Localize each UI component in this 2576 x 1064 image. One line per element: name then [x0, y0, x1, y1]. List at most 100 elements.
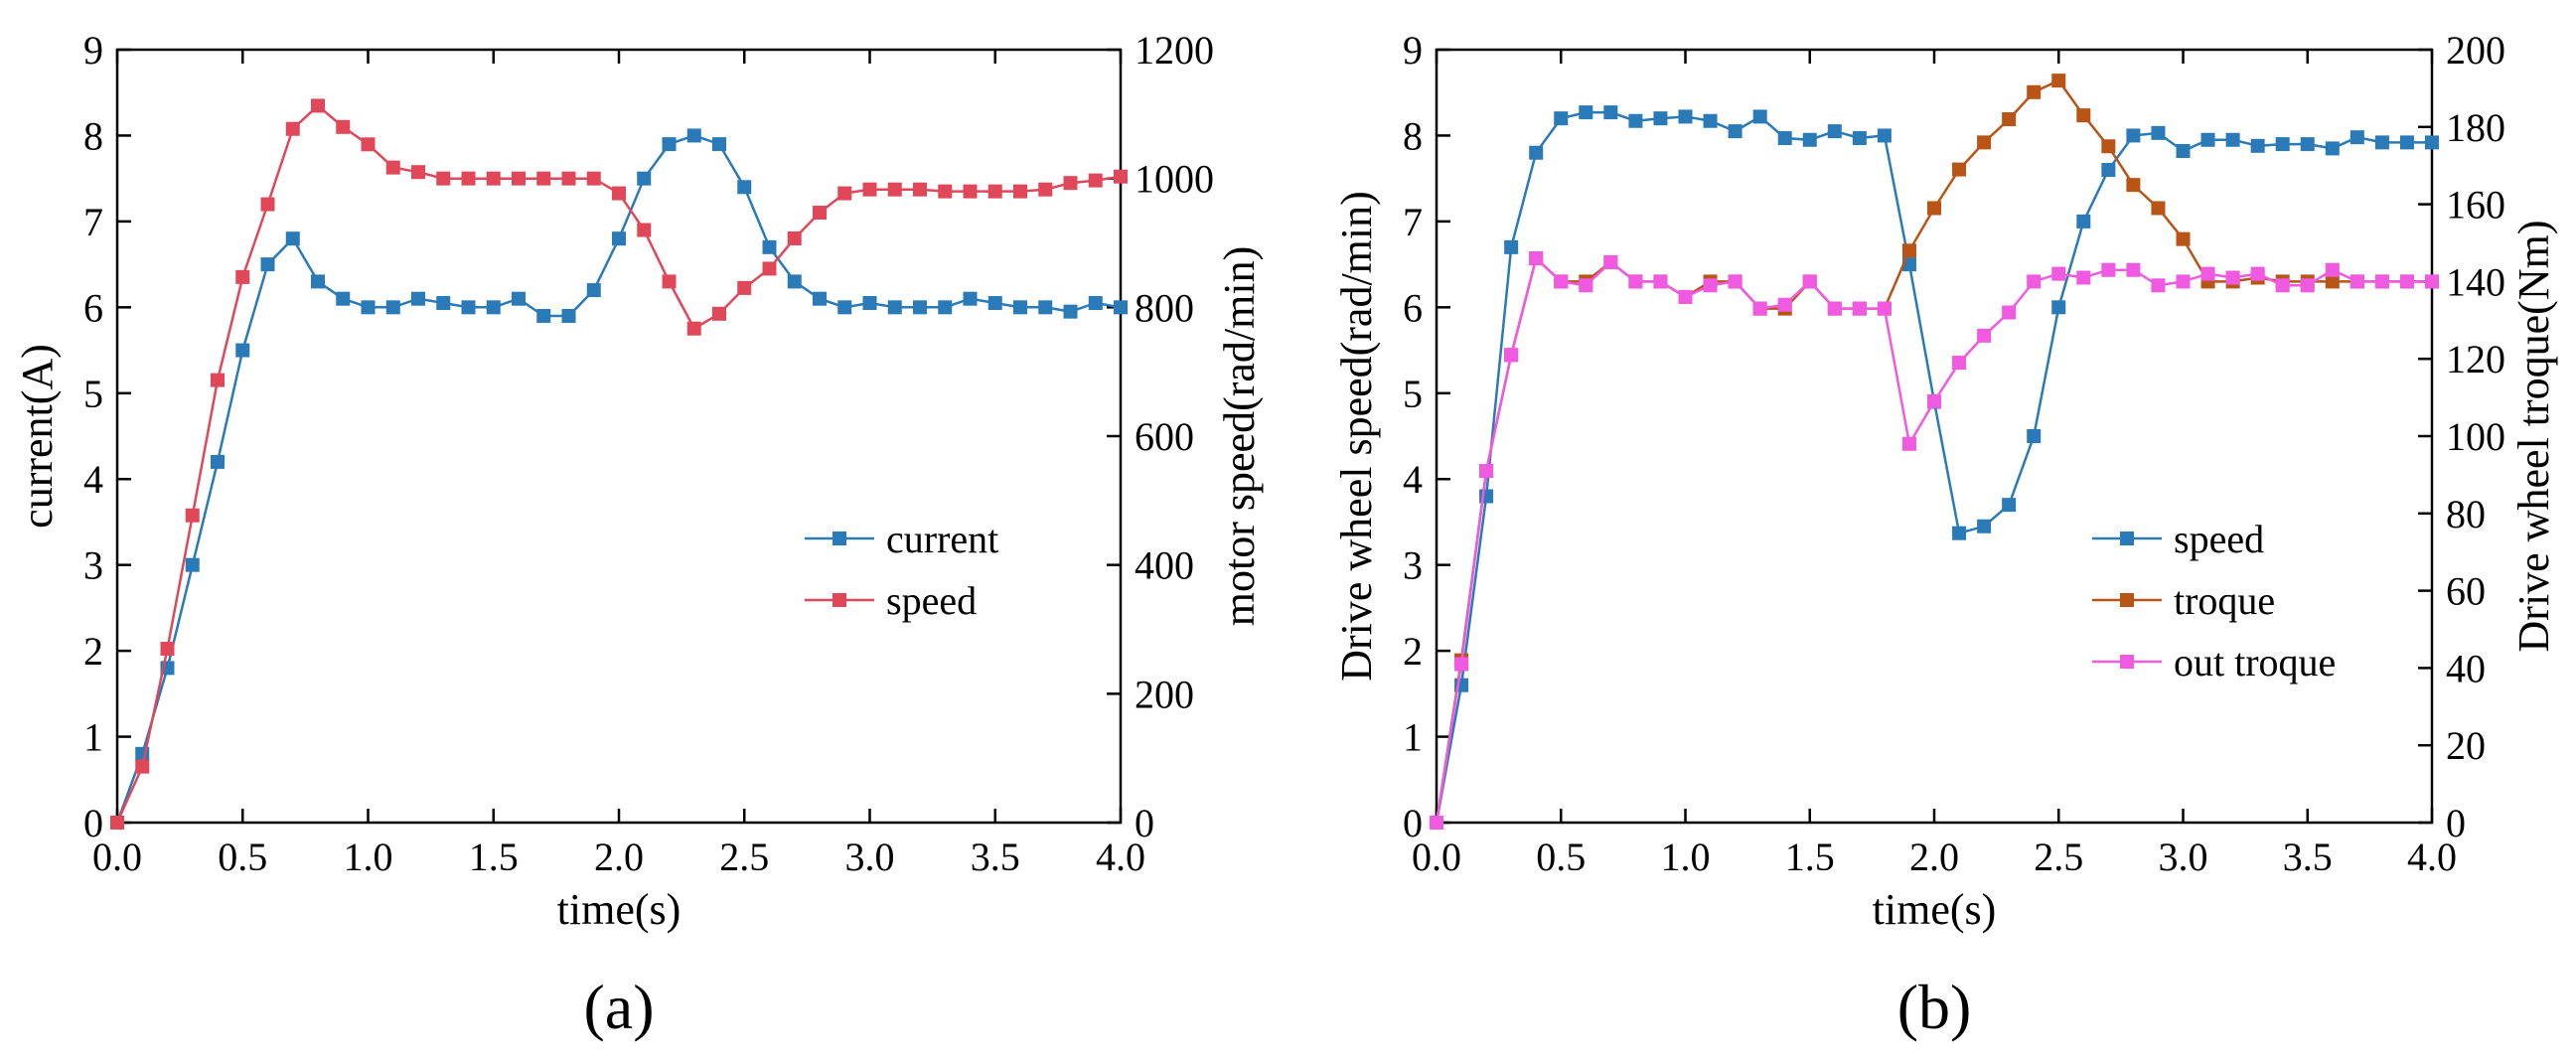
- data-point: [1038, 182, 1053, 197]
- data-point: [1013, 300, 1027, 315]
- data-point: [1653, 274, 1668, 289]
- data-point: [1554, 111, 1569, 126]
- y-right-tick-label: 100: [2446, 414, 2505, 459]
- data-point: [862, 296, 877, 311]
- chart-panel-b: 0.0 0.5 1.0 1.5 2.0 2.5 3.0 3.5 4.00123456789020…: [1332, 28, 2558, 1042]
- data-point: [2076, 270, 2091, 285]
- data-point: [963, 291, 978, 306]
- legend-swatch-marker: [2120, 593, 2134, 607]
- data-point: [1114, 169, 1128, 184]
- data-point: [2101, 139, 2116, 154]
- y-right-tick-label: 0: [1135, 801, 1154, 845]
- legend-entry-label: current: [886, 517, 998, 561]
- data-point: [1777, 131, 1792, 146]
- data-point: [235, 269, 250, 284]
- data-point: [2176, 144, 2191, 159]
- data-point: [285, 231, 300, 246]
- data-point: [2425, 274, 2439, 289]
- data-point: [2151, 125, 2166, 140]
- data-point: [2225, 132, 2240, 147]
- data-point: [486, 171, 501, 186]
- y-left-tick-label: 0: [83, 801, 103, 845]
- data-point: [2325, 262, 2340, 277]
- data-point: [662, 137, 677, 152]
- data-point: [2027, 429, 2042, 443]
- data-point: [1752, 109, 1767, 124]
- data-point: [2374, 274, 2389, 289]
- data-point: [1752, 301, 1767, 316]
- y-left-axis-title: Drive wheel speed(rad/min): [1332, 191, 1381, 682]
- data-point: [1952, 356, 1967, 371]
- y-left-tick-label: 7: [83, 200, 103, 244]
- y-left-tick-label: 2: [83, 629, 103, 674]
- y-right-tick-label: 120: [2446, 337, 2505, 381]
- y-left-tick-label: 8: [1403, 113, 1423, 158]
- y-left-tick-label: 9: [83, 28, 103, 73]
- data-point: [2002, 112, 2017, 127]
- data-point: [2300, 278, 2315, 293]
- y-left-tick-label: 8: [83, 113, 103, 158]
- data-point: [361, 137, 376, 152]
- data-point: [787, 274, 802, 289]
- data-point: [1013, 184, 1027, 199]
- data-point: [2076, 108, 2091, 123]
- x-tick-label: 3.5: [2283, 835, 2333, 879]
- data-point: [1454, 657, 1469, 672]
- data-point: [260, 257, 275, 272]
- data-point: [2200, 266, 2215, 281]
- data-point: [813, 206, 827, 221]
- data-point: [336, 291, 351, 306]
- y-left-tick-label: 5: [83, 372, 103, 416]
- y-right-tick-label: 1200: [1135, 28, 1214, 73]
- legend-swatch-marker: [2120, 655, 2134, 669]
- data-point: [2399, 135, 2414, 150]
- data-point: [887, 300, 902, 315]
- chart-panel-a: 0.0 0.5 1.0 1.5 2.0 2.5 3.0 3.5 4.00123456789020…: [13, 28, 1264, 1042]
- data-point: [2349, 130, 2364, 145]
- x-tick-label: 2.5: [719, 835, 769, 879]
- x-tick-label: 4.0: [2407, 835, 2457, 879]
- data-point: [2027, 274, 2042, 289]
- data-point: [887, 182, 902, 197]
- data-point: [1088, 173, 1103, 188]
- y-right-tick-label: 40: [2446, 646, 2486, 690]
- x-tick-label: 0.0: [92, 835, 142, 879]
- data-point: [938, 300, 953, 315]
- data-point: [913, 300, 927, 315]
- x-tick-label: 3.0: [2159, 835, 2208, 879]
- data-point: [1504, 239, 1519, 254]
- x-tick-label: 1.5: [1785, 835, 1835, 879]
- y-left-tick-label: 2: [1403, 629, 1423, 674]
- y-left-axis-title: current(A): [13, 344, 62, 529]
- y-right-tick-label: 60: [2446, 569, 2486, 614]
- data-point: [2225, 270, 2240, 285]
- data-point: [662, 274, 677, 289]
- data-point: [1579, 105, 1593, 120]
- legend: current speed: [805, 517, 998, 623]
- data-point: [987, 296, 1002, 311]
- data-point: [2076, 214, 2091, 228]
- data-point: [1977, 328, 1992, 343]
- data-point: [1827, 301, 1842, 316]
- x-tick-label: 4.0: [1096, 835, 1145, 879]
- data-point: [686, 128, 701, 143]
- data-point: [963, 184, 978, 199]
- data-point: [1927, 393, 1941, 408]
- data-point: [762, 239, 777, 254]
- y-left-tick-label: 4: [1403, 457, 1423, 502]
- data-point: [1653, 111, 1668, 126]
- data-point: [1529, 145, 1544, 160]
- data-point: [1554, 274, 1569, 289]
- legend-entry-label: troque: [2174, 578, 2275, 623]
- y-right-axis-title: Drive wheel troque(Nm): [2509, 221, 2558, 653]
- data-point: [536, 171, 551, 186]
- data-point: [1877, 128, 1892, 143]
- data-point: [1603, 105, 1618, 120]
- legend-swatch-marker: [833, 532, 846, 545]
- data-point: [135, 759, 150, 774]
- data-point: [1678, 109, 1693, 124]
- y-left-tick-label: 4: [83, 457, 103, 502]
- legend-swatch-marker: [833, 593, 846, 607]
- data-point: [1901, 243, 1916, 258]
- data-point: [361, 300, 376, 315]
